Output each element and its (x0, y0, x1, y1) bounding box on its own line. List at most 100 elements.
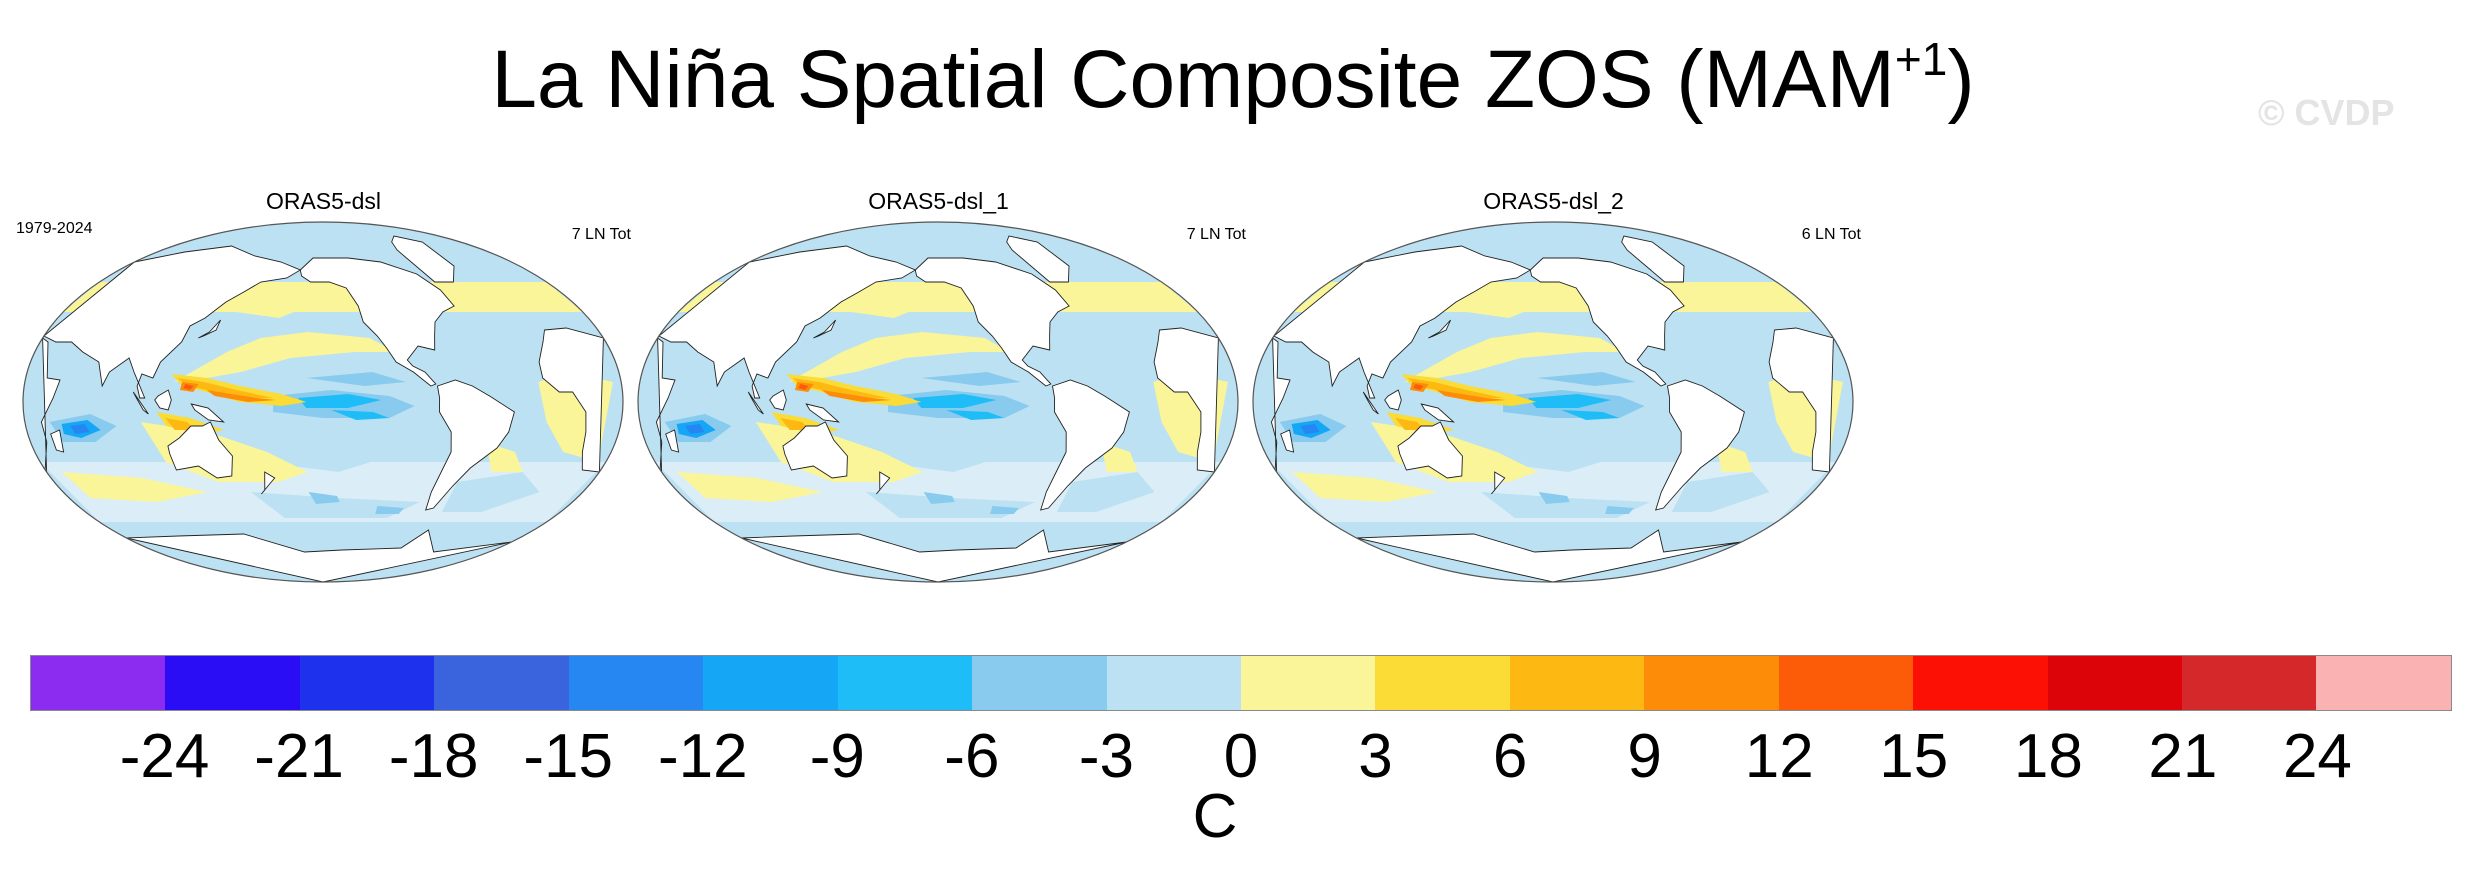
colorbar-bin (703, 656, 838, 710)
colorbar-bin (2316, 656, 2451, 710)
panel-title: ORAS5-dsl_2 (1483, 188, 1624, 214)
panel-period: 1979-2024 (16, 220, 93, 237)
anomaly-region (1403, 332, 1625, 382)
anomaly-region (1466, 302, 1539, 318)
anomaly-region (375, 506, 404, 514)
anomaly-region (1413, 384, 1424, 390)
colorbar-tick-label: -9 (809, 722, 865, 791)
map-panel-oras5-dsl-2: ORAS5-dsl_2 6 LN Tot (1246, 180, 1861, 590)
anomaly-region (946, 410, 1005, 420)
colorbar-bin (1913, 656, 2048, 710)
anomaly-region (780, 418, 810, 430)
landmass (132, 391, 149, 415)
anomaly-region (798, 384, 809, 390)
anomaly-region (1671, 472, 1770, 512)
anomaly-region (1407, 378, 1503, 398)
anomaly-region (183, 384, 194, 390)
colorbar-bin (434, 656, 569, 710)
anomaly-region (923, 492, 955, 504)
colorbar-tick-label: 9 (1627, 722, 1662, 791)
landmass (538, 327, 604, 473)
figure-title: La Niña Spatial Composite ZOS (MAM+1) (0, 30, 2466, 130)
anomaly-region (1561, 410, 1620, 420)
colorbar-tick-label: 3 (1358, 722, 1393, 791)
landmass (1655, 379, 1745, 511)
landmass (1040, 379, 1130, 511)
landmass (261, 471, 276, 495)
anomaly-region (1056, 472, 1155, 512)
map-panel-oras5-dsl: ORAS5-dsl 1979-2024 7 LN Tot (16, 180, 631, 590)
colorbar-tick-label: -21 (254, 722, 344, 791)
anomaly-region (1536, 372, 1636, 386)
colorbar-tick-label: -24 (119, 722, 210, 791)
anomaly-region (236, 302, 309, 318)
map-border (1252, 221, 1854, 583)
anomaly-region (1300, 424, 1320, 434)
anomaly-region (792, 378, 888, 398)
anomaly-region (206, 390, 277, 402)
anomaly-region (308, 492, 340, 504)
anomaly-region (177, 378, 273, 398)
colorbar-tick-label: -6 (944, 722, 1000, 791)
landmass (167, 421, 233, 479)
landmass (1006, 235, 1070, 283)
colorbar-bin (1778, 656, 1914, 710)
anomaly-region (70, 424, 90, 434)
colorbar-bin (972, 656, 1107, 710)
panel-event-count: 6 LN Tot (1801, 226, 1861, 243)
colorbar-tick-label: -12 (657, 722, 748, 791)
anomaly-region (788, 332, 1010, 382)
panel-event-count: 7 LN Tot (1186, 226, 1246, 243)
figure-title-close: ) (1947, 34, 1975, 125)
anomaly-region (173, 332, 395, 382)
anomaly-region (821, 390, 892, 402)
landmass (198, 319, 222, 339)
landmass (741, 529, 1127, 582)
landmass (876, 471, 891, 495)
map-border (22, 221, 624, 583)
colorbar-bin (1106, 656, 1241, 710)
anomaly-region (441, 472, 540, 512)
colorbar-bin (837, 656, 973, 710)
landmass (813, 319, 837, 339)
anomaly-region (1395, 418, 1425, 430)
colorbar-tick-label: 0 (1223, 722, 1259, 791)
landmass (1428, 319, 1452, 339)
colorbar-tick-label: 6 (1492, 722, 1528, 791)
landmass (1621, 235, 1685, 283)
colorbar-bin (1375, 656, 1510, 710)
colorbar-tick-label: -18 (388, 722, 479, 791)
landmass (665, 429, 680, 453)
colorbar-bin (31, 656, 166, 710)
colorbar-tick-label: 21 (2148, 722, 2218, 791)
colorbar-tick-label: 15 (1879, 722, 1949, 791)
landmass (1356, 529, 1742, 582)
colorbar-bin (165, 656, 300, 710)
colorbar-bin (299, 656, 435, 710)
panel-title: ORAS5-dsl (265, 188, 382, 214)
landmass (658, 245, 917, 399)
colorbar-bin (1509, 656, 1645, 710)
colorbar-bin (568, 656, 704, 710)
anomaly-region (1538, 492, 1570, 504)
landmass (1420, 403, 1455, 423)
anomaly-region (921, 372, 1021, 386)
anomaly-region (1292, 472, 1438, 502)
anomaly-region (685, 424, 705, 434)
anomaly-region (306, 372, 406, 386)
landmass (1529, 257, 1685, 387)
colorbar-tick-label: 12 (1744, 722, 1814, 791)
anomaly-region (677, 472, 823, 502)
landmass (190, 403, 225, 423)
landmass (782, 421, 848, 479)
colorbar-bin (1240, 656, 1376, 710)
anomaly-region (990, 506, 1019, 514)
robinson-map (22, 221, 624, 583)
colorbar-bin (1644, 656, 1779, 710)
anomaly-region (331, 410, 390, 420)
anomaly-region (298, 394, 382, 408)
anomaly-region (1528, 394, 1612, 408)
anomaly-region (1436, 390, 1507, 402)
colorbar-tick-label: 18 (2013, 722, 2083, 791)
anomaly-region (165, 418, 195, 430)
